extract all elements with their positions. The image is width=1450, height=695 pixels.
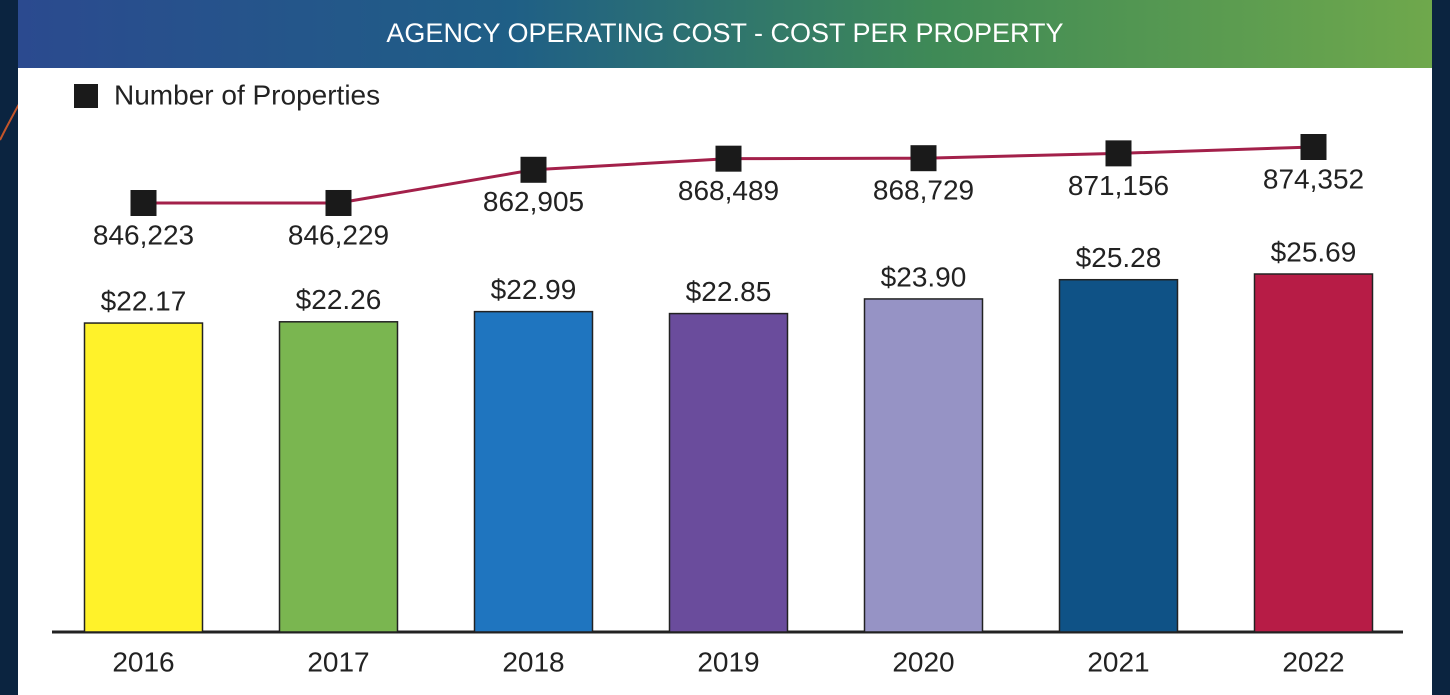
legend-swatch (74, 84, 98, 108)
bar (1253, 273, 1374, 633)
bar (83, 322, 204, 633)
line-marker (520, 156, 547, 183)
line-value-label: 846,223 (93, 219, 194, 250)
line-marker (325, 189, 352, 216)
bar-value-label: $25.69 (1271, 236, 1357, 267)
x-tick-label: 2020 (892, 646, 954, 677)
bar-value-label: $22.17 (101, 285, 187, 316)
line-marker (1105, 140, 1132, 167)
line-value-label: 846,229 (288, 219, 389, 250)
bar (1058, 278, 1179, 633)
bar-value-label: $22.85 (686, 276, 772, 307)
line-marker (715, 145, 742, 172)
line-value-label: 868,489 (678, 175, 779, 206)
bar (278, 321, 399, 633)
bar-value-label: $25.28 (1076, 242, 1162, 273)
legend-label: Number of Properties (114, 79, 380, 110)
line-value-label: 871,156 (1068, 170, 1169, 201)
bar (668, 312, 789, 633)
x-tick-label: 2017 (307, 646, 369, 677)
header-banner (18, 0, 1432, 68)
bar-value-label: $22.26 (296, 284, 382, 315)
line-value-label: 874,352 (1263, 163, 1364, 194)
bar-value-label: $23.90 (881, 261, 967, 292)
x-tick-label: 2018 (502, 646, 564, 677)
line-marker (910, 145, 937, 172)
line-marker (130, 190, 157, 216)
bar (863, 298, 984, 633)
x-tick-label: 2022 (1282, 646, 1344, 677)
line-value-label: 862,905 (483, 186, 584, 217)
bar (473, 310, 594, 633)
line-value-label: 868,729 (873, 175, 974, 206)
x-tick-label: 2016 (112, 646, 174, 677)
x-tick-label: 2019 (697, 646, 759, 677)
chart-title: AGENCY OPERATING COST - COST PER PROPERT… (386, 18, 1063, 48)
x-tick-label: 2021 (1087, 646, 1149, 677)
line-marker (1300, 134, 1327, 160)
bar-value-label: $22.99 (491, 274, 577, 305)
